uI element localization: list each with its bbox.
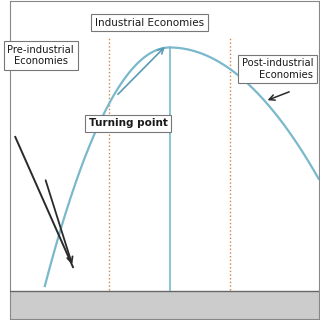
- Text: Turning point: Turning point: [89, 118, 167, 128]
- Text: Post-industrial
Economies: Post-industrial Economies: [242, 58, 313, 80]
- Text: Pre-industrial
Economies: Pre-industrial Economies: [7, 45, 74, 67]
- Text: Industrial Economies: Industrial Economies: [95, 18, 204, 28]
- Bar: [10, 292, 319, 319]
